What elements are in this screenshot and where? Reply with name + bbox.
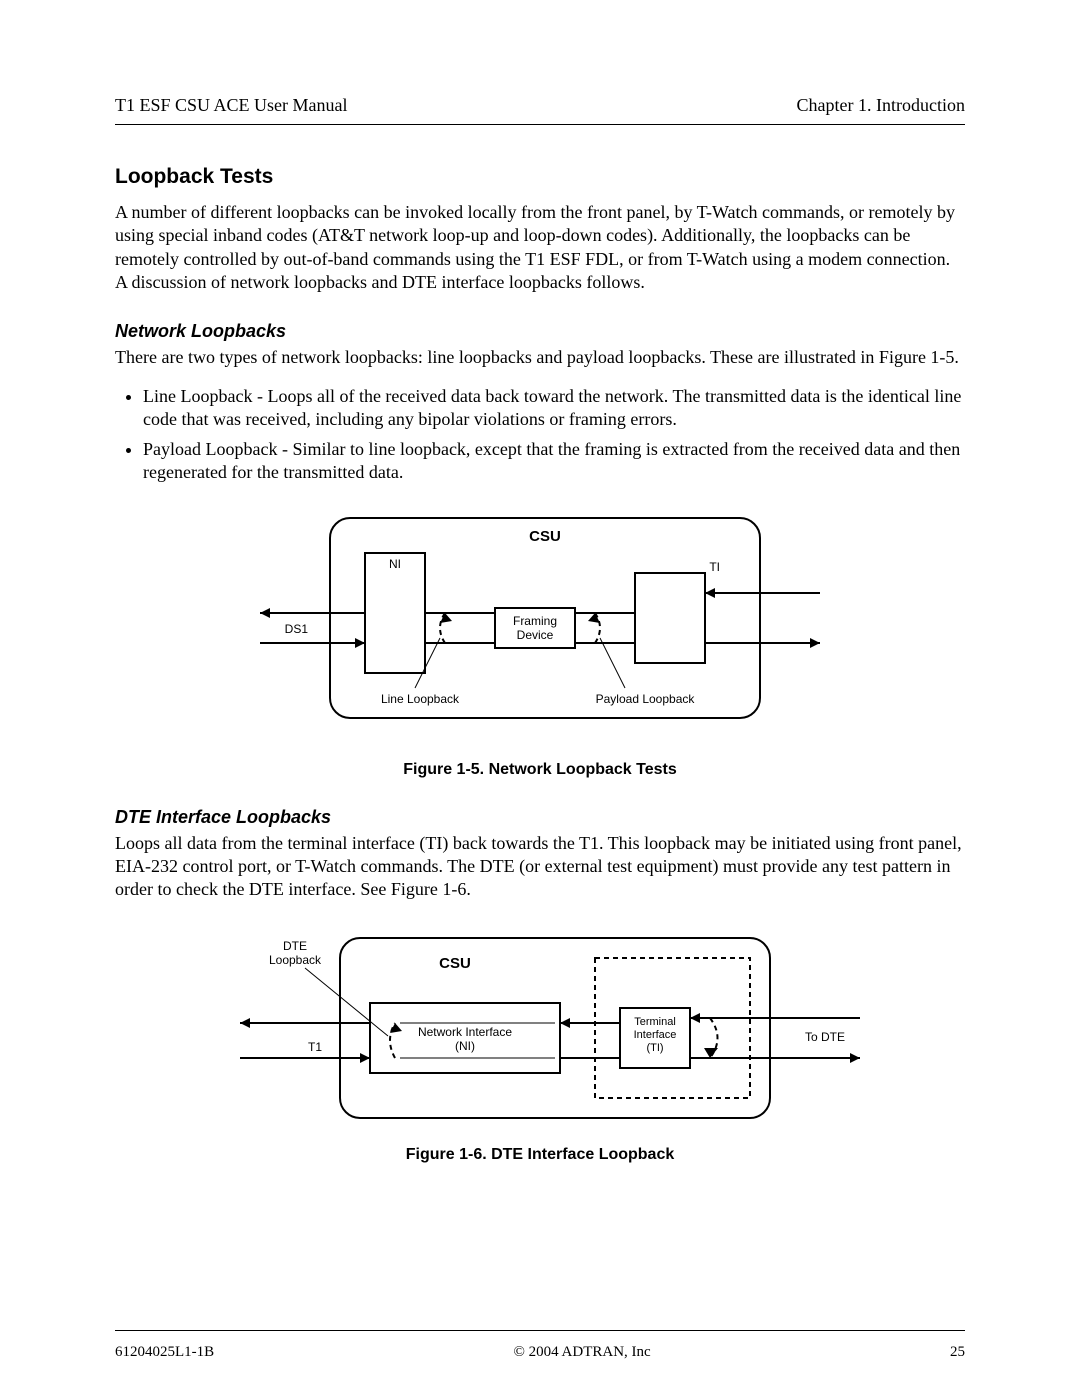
figure-1-5-svg: CSU NI Framing Device TI DS1	[260, 513, 820, 743]
fig1-ds1-label: DS1	[285, 622, 309, 636]
dte-intro: Loops all data from the terminal interfa…	[115, 832, 965, 902]
dte-title: DTE Interface Loopbacks	[115, 807, 965, 828]
bullet-payload-loopback: Payload Loopback - Similar to line loopb…	[143, 438, 965, 485]
footer-center: © 2004 ADTRAN, Inc	[513, 1344, 650, 1361]
fig1-framing1-label: Framing	[513, 614, 557, 628]
fig2-csu-label: CSU	[439, 955, 471, 972]
figure-1-5: CSU NI Framing Device TI DS1	[115, 513, 965, 779]
figure-1-6-caption: Figure 1-6. DTE Interface Loopback	[406, 1146, 675, 1164]
footer-left: 61204025L1-1B	[115, 1344, 214, 1361]
fig1-line-loopback-label: Line Loopback	[381, 692, 460, 706]
section-title: Loopback Tests	[115, 165, 965, 189]
fig1-framing2-label: Device	[517, 628, 554, 642]
bullet-line-loopback: Line Loopback - Loops all of the receive…	[143, 385, 965, 432]
network-bullets: Line Loopback - Loops all of the receive…	[115, 385, 965, 485]
fig2-ni2-label: (NI)	[455, 1039, 475, 1053]
fig2-dte1-label: DTE	[283, 939, 307, 953]
figure-1-6-svg: CSU Network Interface (NI) Terminal Inte…	[200, 928, 880, 1128]
page-header: T1 ESF CSU ACE User Manual Chapter 1. In…	[115, 95, 965, 116]
section-intro: A number of different loopbacks can be i…	[115, 201, 965, 295]
figure-1-6: CSU Network Interface (NI) Terminal Inte…	[115, 928, 965, 1164]
network-title: Network Loopbacks	[115, 321, 965, 342]
header-left: T1 ESF CSU ACE User Manual	[115, 95, 348, 116]
header-right: Chapter 1. Introduction	[797, 95, 965, 116]
header-rule	[115, 124, 965, 125]
footer-right: 25	[950, 1344, 965, 1361]
fig1-csu-label: CSU	[529, 528, 561, 545]
fig2-ti1-label: Terminal	[634, 1016, 676, 1028]
fig1-ti-label: TI	[709, 560, 720, 574]
fig2-todte-label: To DTE	[805, 1030, 845, 1044]
page: T1 ESF CSU ACE User Manual Chapter 1. In…	[0, 0, 1080, 1397]
fig2-ni1-label: Network Interface	[418, 1025, 512, 1039]
footer-rule	[115, 1330, 965, 1331]
fig2-ti3-label: (TI)	[646, 1042, 663, 1054]
network-intro: There are two types of network loopbacks…	[115, 346, 965, 369]
fig1-payload-loopback-label: Payload Loopback	[596, 692, 696, 706]
fig2-t1-label: T1	[308, 1040, 322, 1054]
fig2-dte2-label: Loopback	[269, 953, 322, 967]
fig1-ni-label: NI	[389, 557, 401, 571]
fig2-ti2-label: Interface	[634, 1029, 677, 1041]
figure-1-5-caption: Figure 1-5. Network Loopback Tests	[403, 761, 677, 779]
page-footer: 61204025L1-1B © 2004 ADTRAN, Inc 25	[115, 1344, 965, 1361]
